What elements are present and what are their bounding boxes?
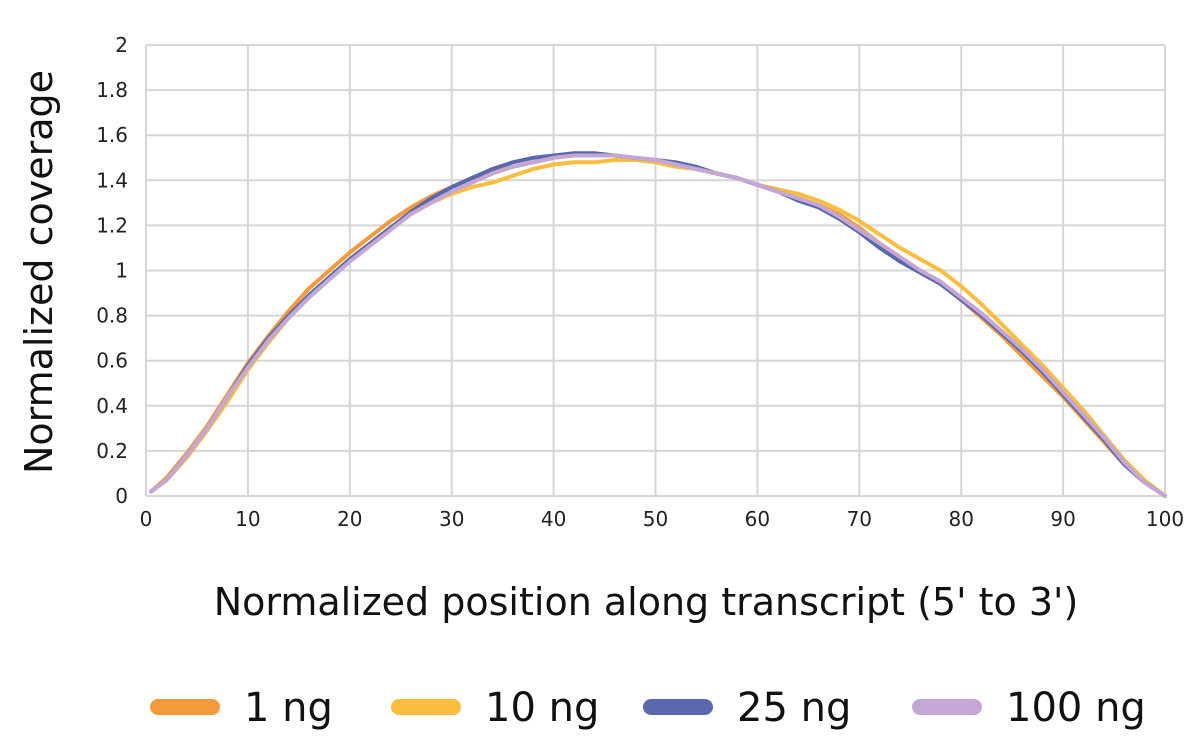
series-line-3 xyxy=(149,151,1167,498)
x-tick-label: 60 xyxy=(745,507,770,531)
legend-label: 25 ng xyxy=(737,685,851,731)
legend: 1 ng 10 ng 25 ng 100 ng xyxy=(150,685,1146,731)
y-tick-label: 0.8 xyxy=(96,304,128,328)
y-tick-label: 1.8 xyxy=(96,78,128,102)
legend-item: 100 ng xyxy=(912,685,1146,731)
y-tick-label: 1.4 xyxy=(96,168,128,192)
y-tick-label: 2 xyxy=(115,33,128,57)
x-axis-ticks: 0 10 20 30 40 50 60 70 80 90 100 xyxy=(140,507,1184,531)
legend-label: 10 ng xyxy=(485,685,599,731)
x-tick-label: 20 xyxy=(337,507,362,531)
x-tick-label: 80 xyxy=(948,507,973,531)
series-line-4 xyxy=(149,153,1167,498)
x-tick-label: 30 xyxy=(439,507,464,531)
y-axis-ticks: 0 0.2 0.4 0.6 0.8 1 1.2 1.4 1.6 1.8 2 xyxy=(96,33,128,508)
x-tick-label: 70 xyxy=(847,507,872,531)
x-tick-label: 50 xyxy=(643,507,668,531)
x-tick-label: 100 xyxy=(1146,507,1184,531)
series-lines xyxy=(149,151,1167,498)
y-tick-label: 0.6 xyxy=(96,349,128,373)
legend-label: 1 ng xyxy=(244,685,333,731)
y-tick-label: 1 xyxy=(115,259,128,283)
legend-label: 100 ng xyxy=(1006,685,1146,731)
y-tick-label: 1.6 xyxy=(96,123,128,147)
legend-item: 25 ng xyxy=(643,685,851,731)
y-axis-title: Normalized coverage xyxy=(17,70,61,474)
x-tick-label: 40 xyxy=(541,507,566,531)
y-tick-label: 0.4 xyxy=(96,394,128,418)
series-line-1 xyxy=(149,153,1167,498)
x-tick-label: 0 xyxy=(140,507,153,531)
grid xyxy=(145,44,1166,497)
x-tick-label: 10 xyxy=(235,507,260,531)
legend-item: 1 ng xyxy=(150,685,333,731)
legend-item: 10 ng xyxy=(391,685,599,731)
y-tick-label: 0.2 xyxy=(96,439,128,463)
x-tick-label: 90 xyxy=(1050,507,1075,531)
y-tick-label: 0 xyxy=(115,484,128,508)
y-tick-label: 1.2 xyxy=(96,213,128,237)
series-line-2 xyxy=(149,158,1167,498)
x-axis-title: Normalized position along transcript (5'… xyxy=(214,580,1079,624)
